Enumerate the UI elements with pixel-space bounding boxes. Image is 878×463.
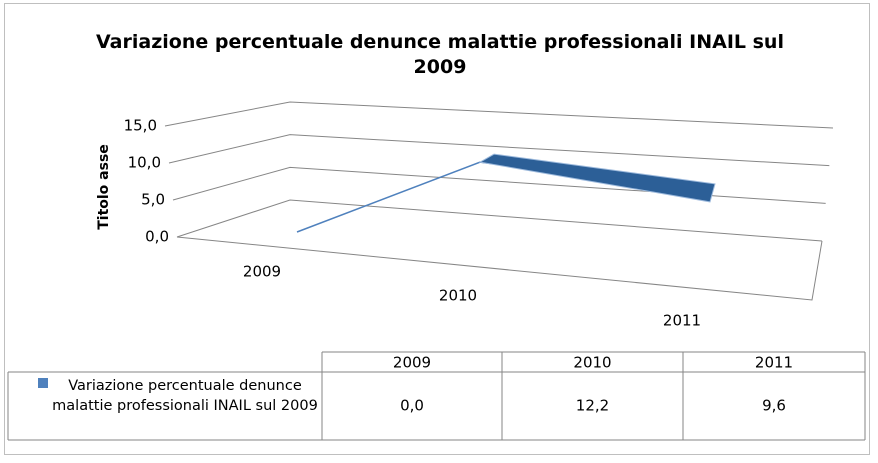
grid-line bbox=[172, 166, 826, 204]
table-value: 0,0 bbox=[400, 397, 424, 415]
series-ribbon bbox=[478, 153, 716, 203]
chart-title: Variazione percentuale denunce malattie … bbox=[96, 31, 784, 78]
grid-line bbox=[168, 134, 830, 167]
x-tick-label: 2010 bbox=[439, 287, 477, 305]
y-tick-label: 5,0 bbox=[141, 191, 165, 209]
grid-line bbox=[176, 199, 823, 242]
grid-line bbox=[164, 101, 834, 129]
series-line bbox=[296, 161, 711, 233]
table-header: 2009 bbox=[393, 354, 431, 372]
floor-edge bbox=[176, 236, 823, 301]
x-tick-label: 2009 bbox=[243, 263, 281, 281]
chart-frame bbox=[4, 3, 870, 455]
y-tick-label: 0,0 bbox=[145, 228, 169, 246]
y-tick-label: 15,0 bbox=[124, 117, 157, 135]
table-value: 9,6 bbox=[762, 397, 786, 415]
table-value: 12,2 bbox=[576, 397, 609, 415]
table-header: 2011 bbox=[755, 354, 793, 372]
x-tick-label: 2011 bbox=[663, 312, 701, 330]
y-tick-label: 10,0 bbox=[128, 154, 161, 172]
y-axis-label: Titolo asse bbox=[96, 144, 112, 230]
legend-label: Variazione percentuale denunce malattie … bbox=[52, 378, 318, 414]
legend-swatch bbox=[38, 378, 48, 388]
table-header: 2010 bbox=[573, 354, 611, 372]
